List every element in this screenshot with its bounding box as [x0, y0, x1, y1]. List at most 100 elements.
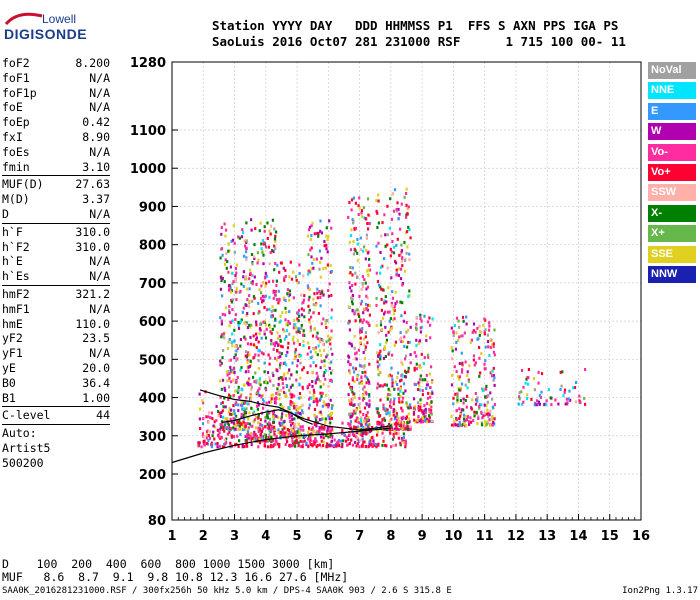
echo-point [248, 353, 251, 357]
echo-point [484, 359, 487, 363]
echo-point [454, 423, 457, 427]
legend-item-w: W [648, 123, 696, 141]
echo-point [325, 417, 328, 421]
echo-point [270, 438, 273, 442]
echo-point [374, 442, 378, 446]
echo-point [359, 341, 362, 345]
param-row: B1 1.00 [2, 391, 110, 406]
echo-point [220, 402, 223, 406]
echo-point [462, 417, 466, 421]
echo-point [362, 311, 365, 315]
param-row: foF1p N/A [2, 86, 110, 101]
echo-point [273, 442, 276, 446]
echo-point [376, 211, 379, 215]
echo-point [384, 233, 387, 237]
echo-point [390, 250, 393, 254]
echo-point [298, 327, 301, 331]
echo-point [361, 249, 365, 253]
echo-point [280, 352, 283, 356]
echo-point [320, 394, 323, 398]
echo-point [354, 367, 357, 371]
echo-point [313, 327, 317, 331]
echo-point [288, 293, 292, 297]
echo-point [408, 258, 411, 261]
echo-point [323, 371, 326, 374]
echo-point [300, 323, 303, 327]
echo-point [285, 395, 288, 399]
param-row: foE N/A [2, 100, 110, 115]
echo-point [383, 213, 386, 217]
param-value: 3.10 [82, 159, 110, 174]
echo-point [363, 364, 366, 368]
echo-point [295, 441, 298, 445]
echo-point [354, 435, 358, 439]
echo-point [282, 386, 285, 390]
echo-point [236, 375, 239, 379]
echo-point [408, 252, 411, 256]
echo-point [250, 406, 253, 410]
echo-point [330, 428, 333, 432]
echo-point [259, 435, 262, 439]
x-tick-label: 13 [538, 529, 556, 544]
footer-file-info: SAA0K_2016281231000.RSF / 300fx256h 50 k… [2, 586, 452, 596]
echo-point [379, 251, 382, 254]
echo-point [282, 432, 285, 436]
echo-point [403, 240, 406, 244]
echo-point [223, 423, 226, 427]
echo-point [452, 331, 455, 334]
echo-point [409, 403, 412, 407]
echo-point [564, 402, 567, 406]
echo-point [241, 443, 244, 447]
echo-point [395, 209, 399, 213]
echo-point [387, 411, 390, 415]
echo-point [262, 320, 265, 324]
echo-point [313, 440, 316, 444]
echo-point [417, 408, 421, 412]
echo-point [290, 403, 293, 407]
echo-point [223, 396, 226, 400]
echo-point [318, 267, 321, 271]
echo-point [266, 237, 269, 240]
echo-point [474, 402, 478, 406]
echo-point [325, 226, 328, 230]
echo-point [377, 221, 380, 225]
echo-point [198, 441, 201, 445]
echo-point [285, 414, 288, 418]
echo-point [292, 296, 295, 300]
echo-point [393, 305, 396, 309]
echo-point [246, 342, 249, 346]
echo-point [366, 285, 370, 289]
echo-point [268, 325, 272, 329]
param-row: foF1 N/A [2, 71, 110, 86]
echo-point [268, 428, 271, 432]
echo-point [391, 353, 394, 357]
echo-point [294, 444, 297, 448]
echo-point [463, 422, 466, 426]
echo-point [318, 249, 321, 253]
echo-point [213, 437, 216, 441]
echo-point [237, 235, 240, 239]
echo-point [320, 427, 323, 431]
echo-point [252, 412, 255, 416]
echo-point [219, 379, 222, 383]
echo-point [388, 373, 391, 377]
echo-point [285, 322, 288, 326]
echo-point [326, 238, 329, 242]
echo-point [279, 339, 282, 343]
echo-point [284, 443, 287, 446]
echo-point [258, 288, 261, 292]
echo-point [361, 393, 365, 397]
echo-point [371, 444, 374, 448]
echo-point [220, 247, 224, 251]
echo-point [228, 324, 231, 328]
echo-point [403, 335, 406, 339]
echo-point [325, 403, 328, 407]
echo-point [317, 231, 320, 235]
echo-point [323, 359, 326, 363]
parameter-panel: foF2 8.200 foF1 N/A foF1p N/A foE N/A foEp 0.42 fx… [2, 56, 110, 471]
echo-point [381, 288, 384, 292]
echo-point [386, 408, 389, 412]
echo-point [455, 340, 458, 344]
echo-point [311, 444, 314, 448]
echo-point [227, 242, 230, 246]
